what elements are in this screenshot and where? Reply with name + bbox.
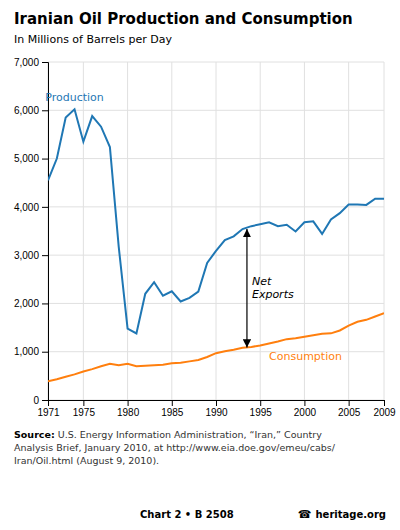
y-axis-tick: 0 (33, 395, 48, 406)
x-axis-tick-label: 1971 (37, 407, 60, 418)
x-axis: 1971 1975 1980 1985 1990 1995 2000 2005 2009 (37, 400, 396, 418)
x-axis-tick: 2009 (373, 400, 396, 418)
subtitle: In Millions of Barrels per Day (14, 33, 172, 46)
y-axis-tick: 4,000 (14, 202, 48, 213)
x-axis-tick: 1995 (250, 400, 273, 418)
grid-line-x (348, 62, 349, 400)
chart-id: Chart 2 • B 2508 (140, 509, 234, 520)
x-axis-tick: 1985 (161, 400, 184, 418)
x-axis-tick: 2005 (338, 400, 361, 418)
y-axis-tick-label: 7,000 (14, 57, 39, 68)
x-axis-tick-mark (83, 400, 84, 406)
source-line: Iran/Oil.html (August 9, 2010). (14, 455, 159, 466)
x-axis-tick-mark (260, 400, 261, 406)
grid-line-x (216, 62, 217, 400)
y-axis-tick-label: 4,000 (14, 202, 39, 213)
x-axis-tick: 2000 (294, 400, 317, 418)
source: U.S. Energy Information Administration, … (14, 429, 336, 466)
annotation-text-line: Exports (252, 288, 294, 301)
x-axis-tick-label: 1975 (73, 407, 96, 418)
y-axis-tick-mark (42, 400, 48, 401)
grid-line-x (171, 62, 172, 400)
plot-area (48, 109, 384, 381)
y-axis-tick-mark (42, 303, 48, 304)
annotation-text: NetExports (252, 275, 294, 301)
y-axis-tick-mark (42, 159, 48, 160)
series-line (48, 109, 384, 333)
x-axis-tick-label: 2005 (338, 407, 361, 418)
source-label: Source: (14, 429, 55, 440)
footer-site: heritage.org (316, 509, 387, 520)
x-axis-tick-mark (304, 400, 305, 406)
y-axis-tick: 3,000 (14, 250, 48, 261)
y-axis-tick-label: 5,000 (14, 153, 39, 164)
x-axis-tick-mark (172, 400, 173, 406)
y-axis-tick-label: 2,000 (14, 298, 39, 309)
y-axis-domain (42, 63, 49, 401)
x-axis-tick-mark (128, 400, 129, 406)
y-axis-tick: 6,000 (14, 105, 48, 116)
x-axis-domain (49, 401, 385, 407)
annotations: NetExports (247, 229, 294, 348)
y-axis: 0 1,000 2,000 3,000 4,000 5,000 6,000 7,000 (14, 57, 49, 406)
grid-line-x (260, 62, 261, 400)
x-axis-tick-label: 2000 (294, 407, 317, 418)
x-axis-tick-label: 1980 (117, 407, 140, 418)
source-line: U.S. Energy Information Administration, … (58, 429, 322, 440)
annotation-arrow (246, 229, 247, 348)
grid (48, 62, 384, 400)
y-axis-tick-label: 3,000 (14, 250, 39, 261)
y-axis-tick-label: 1,000 (14, 346, 39, 357)
y-axis-tick-mark (42, 207, 48, 208)
x-axis-tick: 1980 (117, 400, 140, 418)
grid-line-x (83, 62, 84, 400)
series-label: Production (45, 91, 104, 104)
x-axis-tick-label: 1985 (161, 407, 184, 418)
y-axis-tick-label: 0 (33, 395, 39, 406)
chart: Iranian Oil Production and Consumption In… (0, 0, 400, 530)
y-axis-tick-mark (42, 62, 48, 63)
annotation-text-line: Net (252, 275, 272, 288)
x-axis-tick-label: 1990 (205, 407, 228, 418)
x-axis-tick-mark (384, 400, 385, 406)
y-axis-tick-mark (42, 255, 48, 256)
x-axis-tick-label: 1995 (250, 407, 273, 418)
source-line: Analysis Brief, January 2010, at http://… (14, 442, 336, 453)
grid-line-x (127, 62, 128, 400)
y-axis-tick: 7,000 (14, 57, 48, 68)
y-axis-tick: 1,000 (14, 346, 48, 357)
x-axis-tick: 1975 (73, 400, 96, 418)
title: Iranian Oil Production and Consumption (14, 10, 353, 28)
y-axis-tick-mark (42, 110, 48, 111)
y-axis-tick: 2,000 (14, 298, 48, 309)
series-labels: Production Consumption (45, 91, 342, 362)
x-axis-tick-mark (349, 400, 350, 406)
series-label: Consumption (269, 350, 342, 363)
grid-line-x (384, 62, 385, 400)
y-axis-tick-label: 6,000 (14, 105, 39, 116)
y-axis-tick: 5,000 (14, 153, 48, 164)
footer-icon: ☎ (298, 508, 312, 521)
x-axis-tick: 1971 (37, 400, 60, 418)
x-axis-tick-mark (216, 400, 217, 406)
series-line (48, 313, 384, 381)
x-axis-tick-label: 2009 (373, 407, 396, 418)
x-axis-tick: 1990 (205, 400, 228, 418)
y-axis-tick-mark (42, 352, 48, 353)
